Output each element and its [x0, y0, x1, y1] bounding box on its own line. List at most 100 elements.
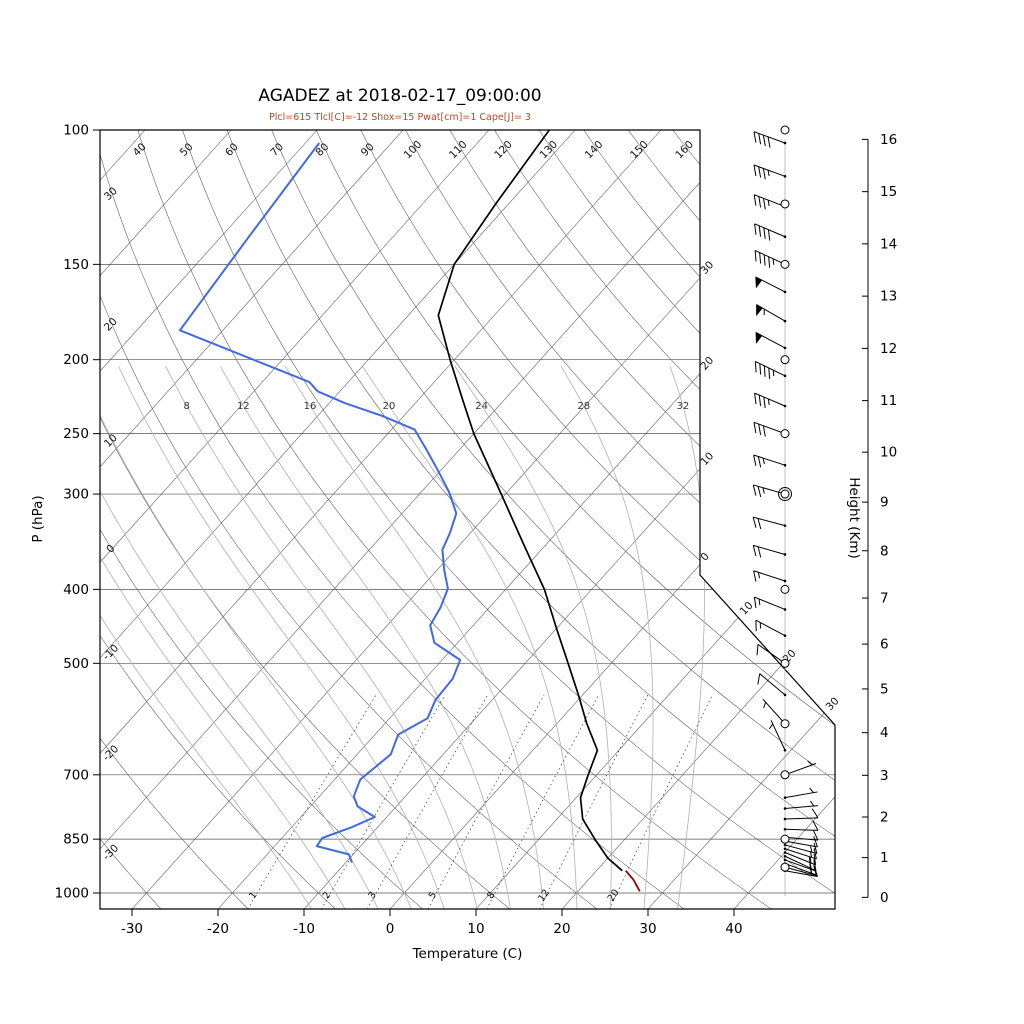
station-dot	[783, 851, 787, 854]
svg-text:50: 50	[178, 141, 196, 159]
pressure-tick-label: 500	[63, 656, 89, 672]
svg-text:20: 20	[698, 355, 716, 373]
svg-text:24: 24	[475, 401, 488, 412]
plot-border	[99, 129, 836, 910]
svg-text:12: 12	[237, 401, 250, 412]
station-dot	[783, 693, 787, 697]
svg-text:120: 120	[492, 139, 515, 162]
height-tick-label: 16	[880, 132, 897, 148]
station-dot	[783, 235, 787, 239]
svg-text:-20: -20	[101, 743, 122, 764]
station-dot	[783, 463, 787, 467]
height-tick-label: 9	[880, 495, 889, 511]
svg-text:20: 20	[606, 887, 622, 903]
profiles	[178, 130, 641, 892]
temp-tick-label: -20	[207, 921, 229, 937]
height-tick-label: 13	[880, 289, 897, 305]
temp-tick-label: 10	[467, 921, 484, 937]
temp-tick-label: 20	[553, 921, 570, 937]
station-circle	[780, 489, 790, 499]
station-circle	[780, 125, 790, 135]
height-tick-label: 8	[880, 543, 889, 559]
station-circle	[780, 862, 790, 872]
chart-title: AGADEZ at 2018-02-17_09:00:00	[258, 86, 542, 106]
svg-text:10: 10	[698, 450, 716, 468]
height-axis-title: Height (Km)	[846, 477, 862, 558]
wind-barbs	[752, 125, 819, 897]
station-dot	[783, 319, 787, 323]
height-tick-label: 11	[880, 393, 897, 409]
svg-text:140: 140	[583, 139, 606, 162]
pressure-tick-label: 300	[63, 487, 89, 503]
station-dot	[783, 854, 787, 858]
station-dot	[783, 404, 787, 408]
station-dot	[783, 608, 787, 611]
svg-text:1: 1	[247, 890, 259, 901]
svg-text:60: 60	[223, 141, 241, 159]
station-dot	[783, 524, 787, 527]
svg-text:70: 70	[268, 141, 286, 159]
height-tick-label: 4	[880, 725, 889, 741]
station-dot	[783, 579, 787, 583]
temp-tick-label: 30	[639, 921, 656, 937]
station-dot	[783, 817, 787, 821]
parcel-trace	[625, 870, 641, 892]
height-tick-label: 5	[880, 681, 889, 697]
svg-text:2: 2	[321, 890, 333, 901]
height-tick-label: 14	[880, 236, 897, 252]
svg-text:12: 12	[536, 887, 552, 903]
height-tick-label: 12	[880, 341, 897, 357]
station-circle	[780, 259, 790, 269]
height-tick-label: 3	[880, 768, 889, 784]
station-circle	[780, 719, 790, 729]
svg-text:32: 32	[677, 401, 690, 412]
station-circle	[780, 834, 790, 844]
station-dot	[783, 796, 787, 799]
station-double-circle	[778, 487, 792, 502]
svg-text:16: 16	[304, 401, 317, 412]
pressure-tick-label: 200	[63, 352, 89, 368]
pressure-tick-label: 250	[63, 426, 89, 442]
svg-text:30: 30	[102, 185, 120, 203]
height-tick-label: 1	[880, 850, 889, 866]
station-dot	[783, 807, 787, 810]
svg-text:160: 160	[673, 139, 696, 162]
station-dot	[783, 748, 787, 752]
station-dot	[783, 847, 787, 851]
station-dot	[783, 141, 787, 145]
pressure-tick-label: 400	[63, 582, 89, 598]
svg-text:10: 10	[738, 600, 756, 618]
svg-text:5: 5	[427, 890, 439, 901]
grid-lines	[100, 130, 835, 909]
dewpoint-curve	[178, 142, 462, 863]
pressure-tick-label: 100	[63, 123, 89, 139]
temp-tick-label: 0	[386, 921, 395, 937]
temp-axis-title: Temperature (C)	[412, 946, 523, 962]
height-tick-label: 2	[880, 809, 889, 825]
station-circle	[780, 355, 790, 365]
svg-text:20: 20	[383, 401, 396, 412]
station-dot	[783, 827, 787, 831]
pressure-tick-label: 700	[63, 767, 89, 783]
station-circle	[780, 770, 790, 780]
svg-text:100: 100	[402, 139, 425, 162]
temp-tick-label: -10	[293, 921, 315, 937]
temp-tick-label: 40	[725, 921, 742, 937]
station-circle	[780, 658, 790, 668]
station-dot	[783, 634, 787, 637]
svg-text:28: 28	[577, 401, 590, 412]
height-tick-label: 10	[880, 445, 897, 461]
svg-text:8: 8	[184, 401, 190, 412]
station-dot	[783, 858, 787, 862]
svg-text:30: 30	[698, 259, 716, 277]
grid-labels: 50 60 70 80 90 100 110 120 130 140 150 160403020100…	[101, 139, 842, 904]
station-dot	[783, 374, 787, 378]
svg-text:150: 150	[628, 139, 651, 162]
station-circle	[780, 584, 790, 594]
station-dot	[783, 175, 787, 178]
svg-text:3: 3	[366, 890, 378, 901]
svg-text:20: 20	[102, 316, 120, 334]
